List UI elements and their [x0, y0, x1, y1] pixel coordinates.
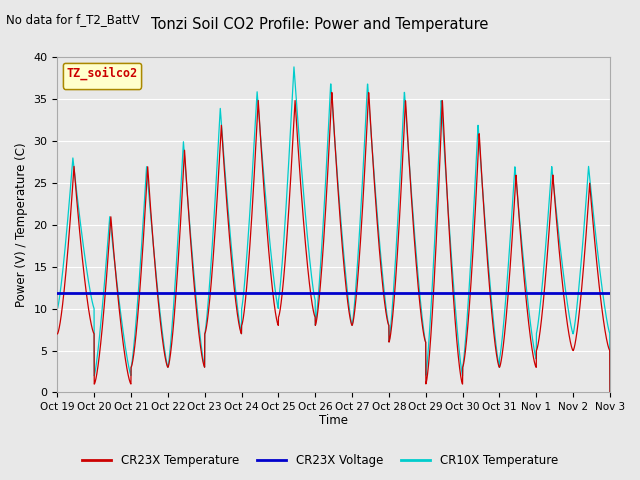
Y-axis label: Power (V) / Temperature (C): Power (V) / Temperature (C)	[15, 143, 28, 307]
Text: Tonzi Soil CO2 Profile: Power and Temperature: Tonzi Soil CO2 Profile: Power and Temper…	[151, 17, 489, 32]
Text: No data for f_T2_BattV: No data for f_T2_BattV	[6, 13, 140, 26]
X-axis label: Time: Time	[319, 414, 348, 427]
Legend: 	[63, 63, 141, 89]
Legend: CR23X Temperature, CR23X Voltage, CR10X Temperature: CR23X Temperature, CR23X Voltage, CR10X …	[77, 449, 563, 472]
